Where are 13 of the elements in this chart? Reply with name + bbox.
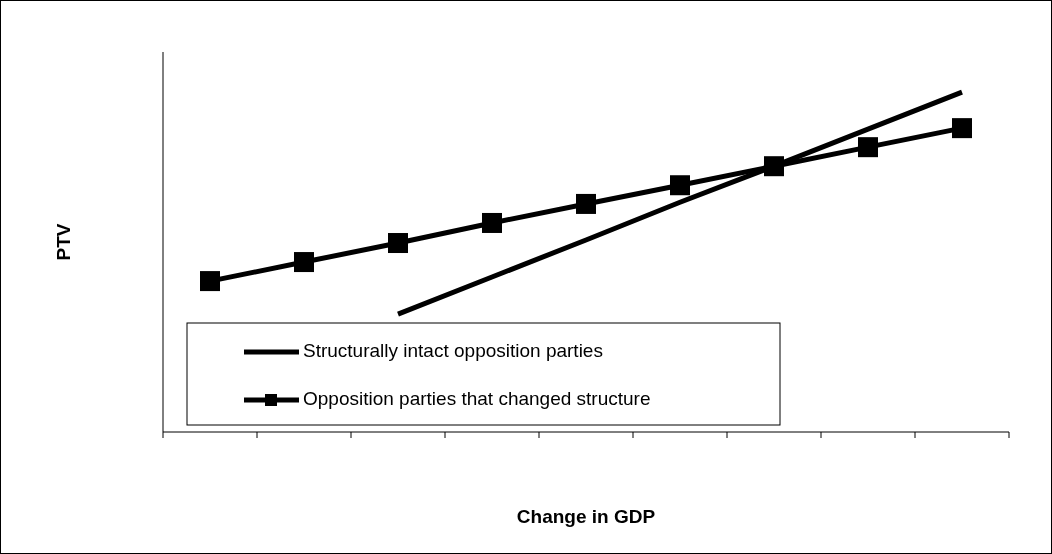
point bbox=[858, 137, 878, 158]
point bbox=[764, 156, 784, 177]
point bbox=[388, 233, 408, 254]
y-axis-title: PTV bbox=[53, 223, 74, 261]
legend-label: Opposition parties that changed structure bbox=[303, 388, 651, 410]
x-axis-title: Change in GDP bbox=[516, 506, 656, 527]
point bbox=[576, 193, 596, 214]
point bbox=[294, 252, 314, 273]
point bbox=[482, 212, 502, 233]
legend-label: Structurally intact opposition parties bbox=[303, 340, 603, 362]
point bbox=[670, 175, 690, 196]
point bbox=[952, 118, 972, 139]
point bbox=[200, 271, 220, 292]
